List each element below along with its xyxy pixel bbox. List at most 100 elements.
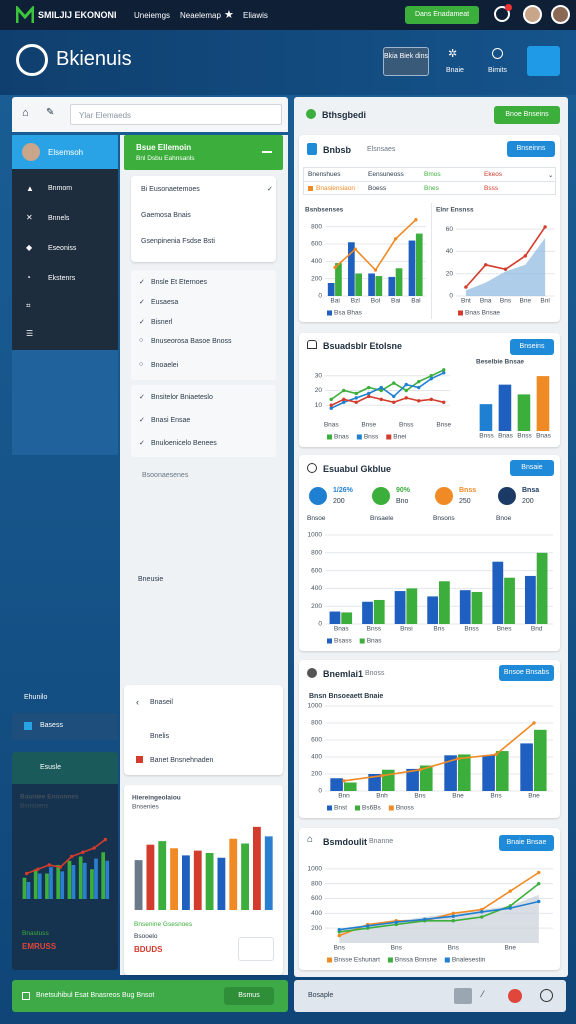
legend-swatch [327,434,332,440]
item[interactable]: Basess [12,713,118,740]
icon-button[interactable] [508,989,522,1003]
point [503,267,508,271]
row[interactable]: Bnaseil [150,699,173,706]
avatar[interactable] [551,5,570,24]
icon-button[interactable] [540,989,553,1002]
chevron[interactable]: ‹ [136,697,139,707]
card-button[interactable]: Bnseins [510,339,554,355]
legend-label: Bsa Bhas [334,310,363,317]
bar [536,552,548,624]
chevron[interactable]: ⌄ [548,172,554,179]
bar [382,769,395,791]
list-item[interactable]: Bnuloenicelo Benees [151,440,217,447]
list-item[interactable]: Bisnerl [151,319,173,326]
legend-label: Bnei [393,434,406,441]
avatar[interactable] [523,5,542,24]
line [339,883,540,933]
bar [264,836,273,910]
x-tick-label: Bnss [464,626,479,633]
x-tick-label: Bnas [334,626,350,633]
legend-swatch [458,310,463,316]
point [543,225,547,229]
list-item[interactable]: Bnoaelei [151,362,179,369]
x-tick-label: Bns [448,945,460,952]
list-item[interactable]: Bnsle Et Eternoes [151,279,208,286]
y-tick-label: 0 [318,293,322,300]
bar [49,867,53,899]
list-item[interactable]: Bnuseorosa Basoe Bnoss [151,338,232,345]
menu-item[interactable]: Bi Eusonaetemoes [141,186,200,193]
y-tick-label: 600 [311,895,322,902]
y-tick-label: 200 [311,925,322,932]
line [334,219,417,272]
collapse-icon[interactable] [262,151,272,153]
area [465,238,546,296]
sidebar-item[interactable]: Bnmom [48,185,73,192]
icon-button[interactable]: ⁄ [482,989,484,999]
table-header: Bmos [424,171,441,178]
bottom-button[interactable]: Bsmus [224,987,274,1005]
edit-icon[interactable]: ✎ [46,107,55,118]
table: Bnenshues Eensuneoss Bmos Ekeos ⌄ Bnasle… [303,167,556,195]
bar [427,596,439,624]
top-button[interactable]: Dans Enadameat [405,6,479,24]
area-chart: Elnr Ensnss 60 40 20 0 Bnt Bna Bns Bne Bnl Bnas Bn… [434,205,558,319]
footer-label: Bnsenine Gsesnoes [134,921,193,928]
home-icon[interactable]: ⌂ [22,107,29,119]
action-label[interactable]: Bimits [488,67,508,74]
card-button[interactable]: Bnsaie [510,460,554,476]
chart-svg: 1000 800 600 400 200 0 Bnas Bnss Bnsi Bns Bnss Bnes… [308,532,553,645]
menu-item[interactable]: Gaemosa Bnais [141,212,191,219]
check: ✓ [139,394,145,401]
card-button[interactable]: Bnseinns [507,141,555,157]
status-text: Bnetsuhibul Esat Bnasreos Bug Bnsot [36,992,155,999]
toggle[interactable] [238,937,274,961]
point [92,846,96,850]
icon-button[interactable] [454,988,472,1004]
nav-item[interactable]: Eliawis [243,11,268,20]
bar [170,848,178,910]
menu-item[interactable]: Gsenpinenia Fsdse Bsti [141,238,215,245]
legend-swatch [327,638,332,644]
sidebar-item[interactable]: Eseoniss [48,245,77,252]
sidebar-item[interactable]: Ekstenrs [48,275,76,282]
list-item[interactable]: Eusaesa [151,299,179,306]
legend-label: Bnst [334,805,347,812]
row[interactable]: Banet Bnsnehnaden [150,757,214,764]
row[interactable]: Bnelis [150,733,170,740]
icon-button[interactable] [527,46,560,76]
sidebar-item[interactable]: Elsemsoh [48,148,84,157]
chart-svg: Bauniee Ennonnes Bsnsoens [20,794,110,899]
list-item[interactable]: Bnasi Ensae [151,417,191,424]
action-button[interactable]: Bkia Biek dins [383,47,429,76]
check: ○ [139,361,144,368]
point [354,400,358,404]
bar [444,755,457,791]
nav-item[interactable]: Uneiemgs [134,11,171,20]
status-text: Bosaple [308,992,334,999]
table-cell: Bnes [424,185,439,192]
card-button[interactable]: Bnsoe Bnsabs [499,665,554,681]
kpi: 1/26% 200 Bnsoe [307,483,367,527]
card-button[interactable]: Bnaie Bnsae [499,835,554,851]
bar [408,240,416,296]
nav-item[interactable]: Neaelemap [180,11,221,20]
sidebar-item[interactable]: Bnnels [48,215,70,222]
notification-icon[interactable] [494,6,510,22]
item-label[interactable]: Basess [40,722,63,729]
search-input[interactable]: Ylar Elemaeds [70,104,282,125]
list-item[interactable]: Bneusie [138,576,164,583]
chart-subtitle: Bnsenies [132,804,159,811]
header: Bkienuis Bkia Biek dins ✲ Bnaie Bimits [0,30,576,95]
star-icon[interactable]: ★ [224,9,234,21]
panel-button[interactable]: Bnoe Bnseins [494,106,560,124]
point [423,917,427,921]
action-label[interactable]: Bnaie [446,67,464,74]
point [380,774,384,778]
checkbox[interactable] [22,992,30,1000]
bar [146,844,155,910]
point [58,865,63,869]
list-item[interactable]: Bnsitelor Bniaeteslo [151,394,213,401]
chevron[interactable]: ✓ [267,186,273,193]
